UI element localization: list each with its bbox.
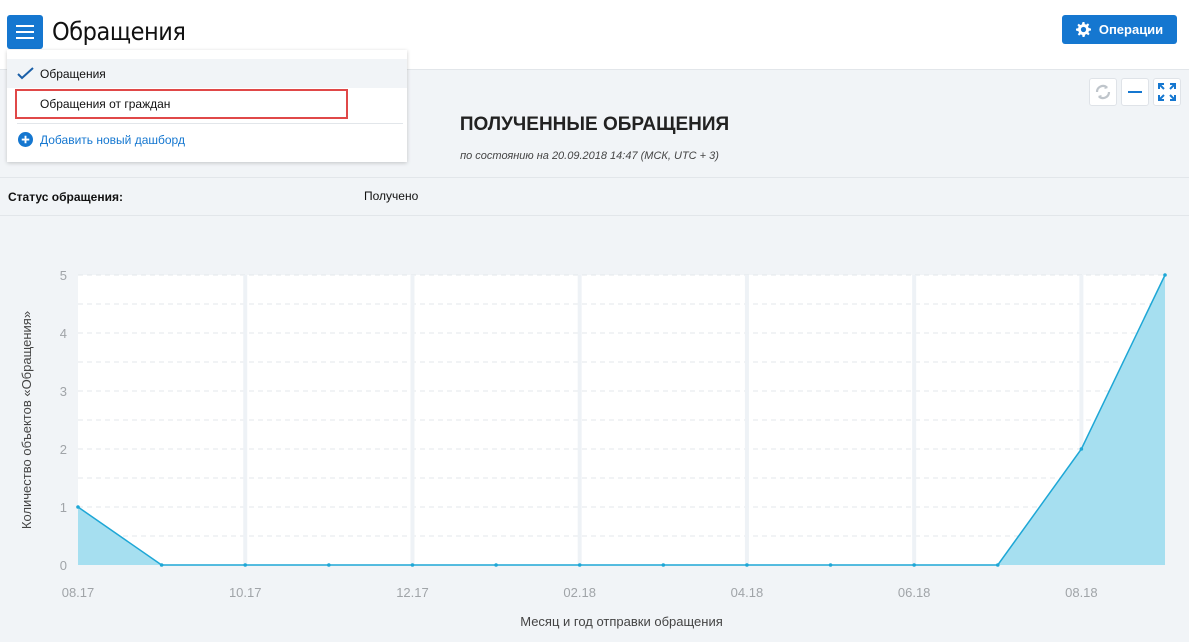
x-tick-label: 12.17 — [396, 585, 429, 600]
data-point — [995, 563, 1000, 567]
fullscreen-icon — [1158, 83, 1176, 101]
data-point — [327, 563, 331, 567]
y-axis-label: Количество объектов «Обращения» — [19, 311, 34, 529]
check-icon — [17, 67, 34, 80]
minimize-icon — [1128, 91, 1142, 93]
x-tick-label: 08.18 — [1065, 585, 1098, 600]
grid-line-vertical — [744, 275, 749, 565]
data-point — [159, 563, 164, 567]
dashboard-dropdown: Обращения Обращения от граждан Добавить … — [7, 50, 407, 162]
grid-line-vertical — [1079, 275, 1084, 565]
refresh-button[interactable] — [1089, 78, 1117, 106]
x-tick-label: 10.17 — [229, 585, 262, 600]
x-tick-label: 02.18 — [563, 585, 596, 600]
data-point — [745, 563, 749, 567]
dropdown-item-obrashcheniya[interactable]: Обращения — [7, 59, 407, 88]
page-title: Обращения — [52, 17, 186, 46]
y-tick-label: 4 — [60, 326, 67, 341]
status-value: Получено — [364, 189, 419, 203]
data-point — [243, 563, 248, 567]
menu-button[interactable] — [7, 15, 43, 49]
y-tick-label: 2 — [60, 442, 67, 457]
grid-line-vertical — [410, 275, 415, 565]
grid-line-vertical — [912, 275, 917, 565]
x-tick-label: 06.18 — [898, 585, 931, 600]
grid-line-vertical — [243, 275, 248, 565]
data-point — [76, 505, 80, 509]
data-point — [410, 563, 415, 567]
x-tick-label: 08.17 — [62, 585, 95, 600]
area-chart: 0 1 2 3 4 5 08.17 10.17 12.17 02.18 04.18 06.18 08.1… — [19, 268, 1167, 629]
hamburger-icon — [16, 25, 34, 27]
x-axis-label: Месяц и год отправки обращения — [520, 614, 723, 629]
y-tick-label: 0 — [60, 558, 67, 573]
status-label: Статус обращения: — [8, 190, 123, 204]
chart-toolbar — [1089, 78, 1181, 106]
gear-icon — [1075, 22, 1091, 37]
data-point — [828, 563, 833, 567]
refresh-icon — [1095, 84, 1111, 100]
x-tick-label: 04.18 — [731, 585, 764, 600]
data-point — [577, 563, 582, 567]
grid-line-vertical — [577, 275, 582, 565]
minimize-button[interactable] — [1121, 78, 1149, 106]
series-line — [77, 274, 1166, 566]
data-point — [661, 563, 666, 567]
fullscreen-button[interactable] — [1153, 78, 1181, 106]
y-tick-label: 5 — [60, 268, 67, 283]
plus-circle-icon — [18, 132, 33, 147]
data-point — [912, 563, 916, 567]
dropdown-item-obrashcheniya-ot-grazhdan[interactable]: Обращения от граждан — [15, 89, 348, 119]
area-fill — [78, 275, 1165, 565]
divider — [17, 123, 403, 124]
data-point — [1163, 273, 1167, 277]
add-dashboard-button[interactable]: Добавить новый дашборд — [7, 125, 407, 154]
status-filter-row: Статус обращения: Получено — [0, 177, 1189, 216]
chart-title: ПОЛУЧЕННЫЕ ОБРАЩЕНИЯ — [459, 114, 730, 135]
y-tick-label: 3 — [60, 384, 67, 399]
operations-button[interactable]: Операции — [1062, 15, 1177, 44]
data-point — [1079, 447, 1084, 451]
data-point — [494, 563, 498, 567]
chart-subtitle: по состоянию на 20.09.2018 14:47 (МСК, U… — [460, 150, 719, 162]
y-tick-label: 1 — [60, 500, 67, 515]
